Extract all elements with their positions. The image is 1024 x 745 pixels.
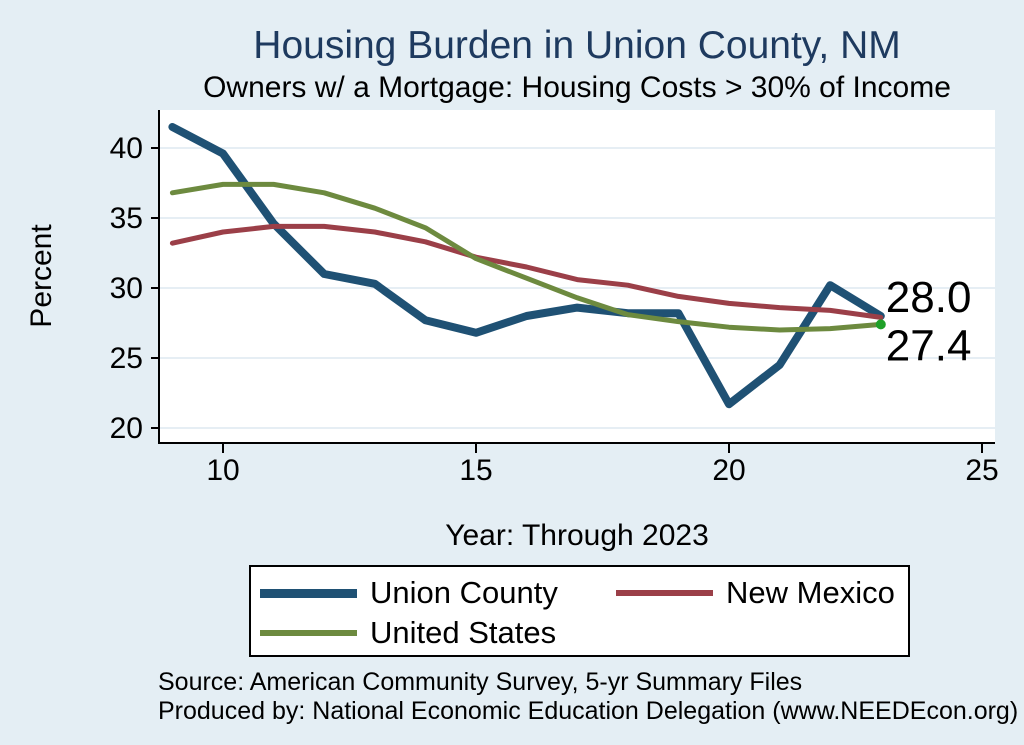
end-label-united-states: 27.4 (886, 321, 972, 370)
legend-item-union-county: Union County (251, 575, 558, 611)
legend-label-united-states: United States (370, 615, 557, 650)
end-label-union-county: 28.0 (886, 273, 972, 322)
x-axis-title: Year: Through 2023 (445, 519, 709, 552)
source-line: Source: American Community Survey, 5-yr … (158, 668, 803, 696)
y-tick-label-20: 20 (110, 412, 143, 445)
y-tick-label-40: 40 (110, 132, 143, 165)
end-marker-united-states (875, 319, 886, 330)
y-axis-title: Percent (25, 224, 58, 328)
legend-label-union-county: Union County (370, 575, 558, 610)
series-line-new-mexico (169, 223, 884, 320)
x-tick-label-20: 20 (712, 454, 745, 487)
x-tick-label-25: 25 (965, 454, 998, 487)
legend-row-2: United States (251, 613, 908, 653)
legend: Union County New Mexico United States (249, 565, 910, 657)
source-block: Source: American Community Survey, 5-yr … (158, 668, 1018, 726)
legend-item-new-mexico: New Mexico (607, 575, 895, 611)
series-line-union-county (168, 123, 885, 409)
y-tick-label-25: 25 (110, 342, 143, 375)
chart-title: Housing Burden in Union County, NM (253, 24, 901, 67)
chart-subtitle: Owners w/ a Mortgage: Housing Costs > 30… (203, 71, 951, 104)
legend-item-united-states: United States (251, 615, 556, 651)
x-tick-label-10: 10 (206, 454, 239, 487)
legend-row-1: Union County New Mexico (251, 573, 908, 613)
legend-label-new-mexico: New Mexico (726, 575, 895, 610)
plot-area (160, 110, 995, 443)
x-tick-label-15: 15 (459, 454, 492, 487)
y-tick-label-30: 30 (110, 272, 143, 305)
legend-swatch-united-states (260, 630, 357, 636)
legend-swatch-union-county (260, 588, 357, 598)
series-line-united-states (169, 181, 884, 333)
y-tick-label-35: 35 (110, 202, 143, 235)
legend-swatch-new-mexico (616, 590, 713, 596)
produced-by-line: Produced by: National Economic Education… (158, 697, 1019, 725)
